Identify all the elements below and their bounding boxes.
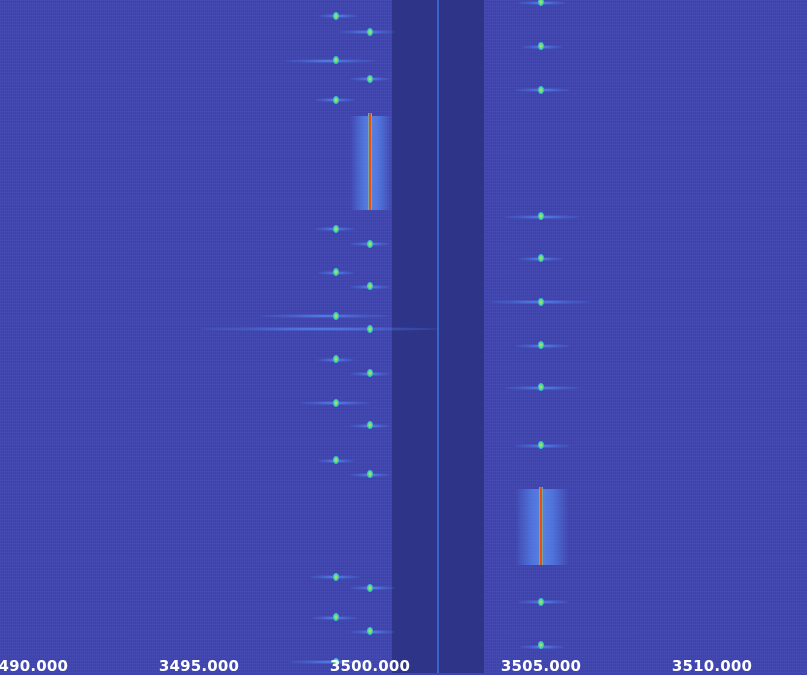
signal-peak (333, 225, 339, 233)
signal-trace (200, 327, 440, 331)
frequency-tick-label: 3510.000 (672, 657, 752, 675)
signal-peak (367, 421, 373, 429)
signal-peak (538, 441, 544, 449)
signal-burst-core (368, 113, 372, 210)
signal-peak (367, 470, 373, 478)
signal-peak (333, 12, 339, 20)
signal-peak (333, 268, 339, 276)
frequency-tick-label: 3500.000 (330, 657, 410, 675)
signal-peak (367, 325, 373, 333)
signal-peak (538, 212, 544, 220)
signal-peak (538, 598, 544, 606)
signal-peak (538, 0, 544, 6)
signal-peak (367, 28, 373, 36)
signal-burst-core (539, 487, 543, 565)
tuned-frequency-line (437, 0, 439, 673)
signal-peak (333, 355, 339, 363)
frequency-tick-label: 3495.000 (159, 657, 239, 675)
signal-peak (333, 613, 339, 621)
signal-peak (538, 42, 544, 50)
signal-peak (333, 399, 339, 407)
signal-peak (333, 456, 339, 464)
signal-peak (333, 96, 339, 104)
signal-peak (367, 369, 373, 377)
signal-peak (538, 641, 544, 649)
signal-peak (333, 312, 339, 320)
signal-peak (333, 573, 339, 581)
signal-peak (538, 86, 544, 94)
signal-peak (367, 75, 373, 83)
signal-trace (260, 314, 390, 318)
signal-peak (538, 341, 544, 349)
signal-peak (367, 282, 373, 290)
frequency-tick-label: 3490.000 (0, 657, 68, 675)
signal-peak (538, 298, 544, 306)
signal-peak (367, 584, 373, 592)
signal-peak (367, 627, 373, 635)
signal-trace (285, 59, 375, 63)
signal-peak (538, 383, 544, 391)
signal-peak (333, 56, 339, 64)
signal-peak (367, 240, 373, 248)
frequency-tick-label: 3505.000 (501, 657, 581, 675)
signal-peak (538, 254, 544, 262)
